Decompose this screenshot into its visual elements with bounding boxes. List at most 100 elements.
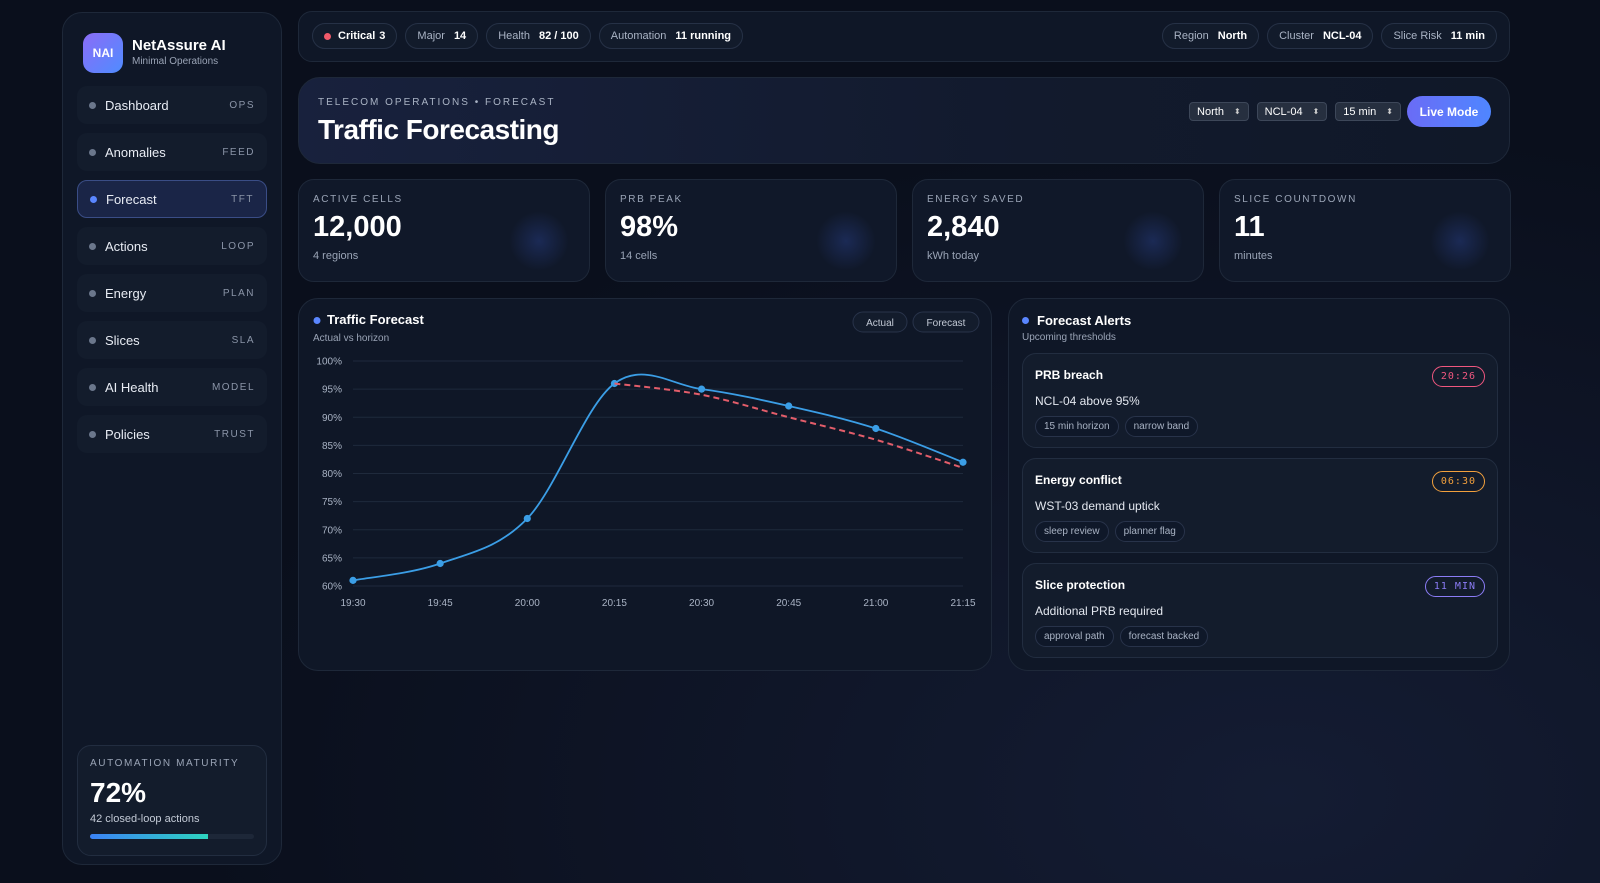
nav-label: Dashboard (105, 97, 169, 113)
data-point (436, 559, 444, 568)
progress-fill (90, 834, 209, 839)
alert-tag: planner flag (1114, 521, 1185, 542)
page-title: Traffic Forecasting (318, 114, 560, 145)
kpi-note: minutes (1234, 250, 1273, 262)
kpi-note: 14 cells (620, 250, 658, 262)
nav-item[interactable]: Energy PLAN (77, 274, 267, 312)
y-tick-label: 75% (322, 497, 342, 508)
alerts-dot (1022, 317, 1029, 324)
filter-select[interactable]: NCL-04 (1256, 102, 1328, 121)
status-pill: Cluster NCL-04 (1267, 23, 1374, 49)
status-label: Critical (338, 30, 376, 42)
nav-item[interactable]: Anomalies FEED (77, 133, 267, 171)
alert-tags: approval path forecast backed (1035, 618, 1485, 647)
status-pill: Region North (1161, 23, 1260, 49)
nav-tag: PLAN (222, 287, 255, 299)
nav-tag: OPS (229, 99, 255, 111)
nav-dot (89, 289, 96, 297)
kpi-card: ENERGY SAVED 2,840 kWh today (912, 179, 1204, 282)
status-right: Region North Cluster NCL-04 Slice Risk 11 min (1161, 23, 1505, 49)
data-point (959, 458, 967, 466)
series-line (352, 373, 964, 582)
nav-dot (89, 101, 96, 109)
nav-tag: FEED (222, 146, 255, 158)
chart: Traffic Forecast Actual vs horizon Forecas… (313, 311, 980, 609)
nav-item[interactable]: Actions LOOP (77, 227, 267, 265)
status-value: 11 running (675, 30, 732, 42)
status-value: 11 min (1450, 30, 1485, 42)
live-mode-button[interactable]: Live Mode (1407, 96, 1491, 127)
alert-tag: narrow band (1124, 416, 1199, 437)
alert-tag: forecast backed (1119, 626, 1209, 647)
alert-badge: 20:26 (1431, 366, 1485, 387)
nav-tag: SLA (231, 334, 255, 346)
y-tick-label: 60% (322, 582, 342, 593)
alerts-subtitle: Upcoming thresholds (1022, 332, 1116, 343)
alert-tag: approval path (1035, 626, 1114, 647)
kpi-label: PRB PEAK (620, 194, 683, 205)
brand-tagline: Minimal Operations (132, 56, 219, 67)
brand-name: NetAssure AI (132, 37, 226, 54)
kpi-note: 4 regions (313, 250, 359, 262)
kpi-value: 12,000 (313, 211, 402, 243)
nav-label: Forecast (106, 191, 157, 207)
chart-panel: Traffic Forecast Actual vs horizon Forecas… (298, 298, 992, 671)
y-tick-label: 95% (322, 385, 342, 396)
kpi-label: ACTIVE CELLS (313, 194, 403, 205)
kpi-glow (816, 211, 876, 271)
x-tick-label: 20:30 (689, 598, 714, 609)
filter-select[interactable]: 15 min (1335, 102, 1401, 121)
y-tick-label: 100% (316, 357, 342, 368)
status-value: NCL-04 (1322, 30, 1362, 42)
alert-card: Slice protection 11 MIN Additional PRB req… (1022, 563, 1498, 658)
alert-tag: 15 min horizon (1035, 416, 1119, 437)
kpi-value: 11 (1234, 211, 1265, 243)
status-value: 3 (379, 30, 386, 42)
progress-track (90, 834, 254, 839)
sidebar: NAI NetAssure AI Minimal Operations AUTO… (62, 12, 282, 865)
nav-item[interactable]: AI Health MODEL (77, 368, 267, 406)
chart-dot (313, 317, 321, 324)
kpi-glow (1123, 211, 1183, 271)
maturity-note: 42 closed-loop actions (90, 813, 200, 825)
alert-text: WST-03 demand uptick (1035, 499, 1160, 513)
nav-dot (90, 195, 97, 203)
nav-label: Anomalies (105, 144, 166, 160)
filter-select[interactable]: North (1189, 102, 1249, 121)
maturity-label: AUTOMATION MATURITY (90, 758, 240, 769)
nav-label: Actions (105, 238, 148, 254)
data-point (872, 424, 880, 433)
y-tick-label: 80% (322, 469, 342, 480)
y-tick-label: 65% (322, 553, 342, 564)
x-tick-label: 20:45 (776, 598, 801, 609)
status-label: Cluster (1279, 30, 1314, 42)
y-tick-label: 70% (322, 525, 342, 536)
alert-card: Energy conflict 06:30 WST-03 demand uptick… (1022, 458, 1498, 553)
kpi-note: kWh today (927, 250, 979, 262)
alert-tag: sleep review (1035, 521, 1109, 542)
maturity-card: AUTOMATION MATURITY 72% 42 closed-loop a… (77, 745, 267, 856)
nav-item[interactable]: Forecast TFT (77, 180, 267, 218)
y-tick-label: 90% (322, 413, 342, 424)
nav-item[interactable]: Policies TRUST (77, 415, 267, 453)
filters: North NCL-04 15 min (1189, 102, 1409, 121)
legend-chip (912, 311, 980, 333)
chart-subtitle: Actual vs horizon (313, 333, 389, 344)
nav-item[interactable]: Slices SLA (77, 321, 267, 359)
chart-title: Traffic Forecast (327, 312, 424, 327)
kpi-label: ENERGY SAVED (927, 194, 1025, 205)
legend-chip (852, 311, 908, 333)
data-point (349, 576, 357, 584)
alerts-title: Forecast Alerts (1037, 313, 1132, 328)
data-point (523, 514, 531, 523)
nav-dot (89, 430, 96, 438)
x-tick-label: 21:00 (863, 598, 888, 609)
alert-tags: 15 min horizon narrow band (1035, 408, 1485, 437)
data-point (785, 402, 793, 410)
status-pill: Automation 11 running (598, 23, 744, 49)
alert-text: Additional PRB required (1035, 604, 1164, 618)
nav-item[interactable]: Dashboard OPS (77, 86, 267, 124)
x-tick-label: 20:15 (602, 598, 627, 609)
status-bar: Critical 3 Major 14 Health 82 / 100 Automation… (298, 11, 1510, 62)
status-pill: Slice Risk 11 min (1381, 23, 1497, 49)
